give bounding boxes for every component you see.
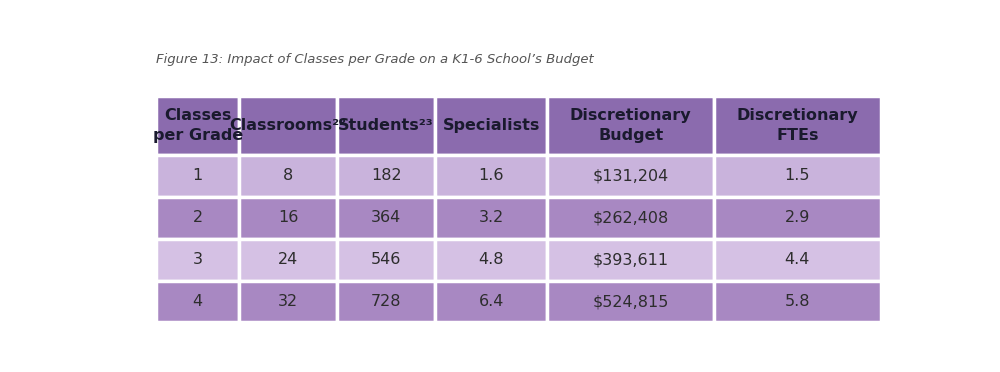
Bar: [239, 280, 337, 323]
Bar: [714, 197, 881, 239]
Text: 182: 182: [371, 169, 401, 183]
Text: 1.6: 1.6: [478, 169, 504, 183]
Text: 6.4: 6.4: [478, 294, 504, 309]
Text: 2.9: 2.9: [785, 210, 810, 225]
Text: 32: 32: [278, 294, 298, 309]
Bar: [435, 96, 547, 155]
Bar: [156, 239, 239, 280]
Text: Discretionary
Budget: Discretionary Budget: [570, 108, 691, 143]
Bar: [337, 239, 435, 280]
Bar: [547, 96, 714, 155]
Text: $131,204: $131,204: [593, 169, 669, 183]
Bar: [435, 155, 547, 197]
Bar: [547, 280, 714, 323]
Bar: [156, 280, 239, 323]
Text: 1: 1: [193, 169, 203, 183]
Bar: [714, 155, 881, 197]
Bar: [337, 197, 435, 239]
Text: 3: 3: [193, 252, 203, 267]
Bar: [714, 239, 881, 280]
Bar: [547, 239, 714, 280]
Text: 1.5: 1.5: [785, 169, 810, 183]
Bar: [156, 197, 239, 239]
Bar: [156, 96, 239, 155]
Bar: [239, 96, 337, 155]
Text: Figure 13: Impact of Classes per Grade on a K1-6 School’s Budget: Figure 13: Impact of Classes per Grade o…: [156, 53, 594, 66]
Bar: [337, 280, 435, 323]
Bar: [435, 197, 547, 239]
Bar: [156, 155, 239, 197]
Bar: [714, 280, 881, 323]
Text: 8: 8: [283, 169, 293, 183]
Text: 364: 364: [371, 210, 401, 225]
Text: Discretionary
FTEs: Discretionary FTEs: [736, 108, 858, 143]
Text: 2: 2: [193, 210, 203, 225]
Text: 4.8: 4.8: [478, 252, 504, 267]
Bar: [435, 239, 547, 280]
Text: Classrooms²²: Classrooms²²: [230, 118, 347, 133]
Bar: [435, 280, 547, 323]
Text: Specialists: Specialists: [442, 118, 540, 133]
Text: 728: 728: [371, 294, 401, 309]
Text: Classes
per Grade: Classes per Grade: [153, 108, 243, 143]
Text: $393,611: $393,611: [593, 252, 669, 267]
Text: Students²³: Students²³: [338, 118, 434, 133]
Text: 4.4: 4.4: [785, 252, 810, 267]
Text: 16: 16: [278, 210, 298, 225]
Text: 5.8: 5.8: [785, 294, 810, 309]
Text: 546: 546: [371, 252, 401, 267]
Bar: [547, 197, 714, 239]
Text: $262,408: $262,408: [593, 210, 669, 225]
Bar: [337, 96, 435, 155]
Bar: [239, 197, 337, 239]
Text: 3.2: 3.2: [479, 210, 504, 225]
Text: 4: 4: [193, 294, 203, 309]
Bar: [337, 155, 435, 197]
Text: 24: 24: [278, 252, 298, 267]
Bar: [239, 239, 337, 280]
Bar: [547, 155, 714, 197]
Text: $524,815: $524,815: [592, 294, 669, 309]
Bar: [714, 96, 881, 155]
Bar: [239, 155, 337, 197]
